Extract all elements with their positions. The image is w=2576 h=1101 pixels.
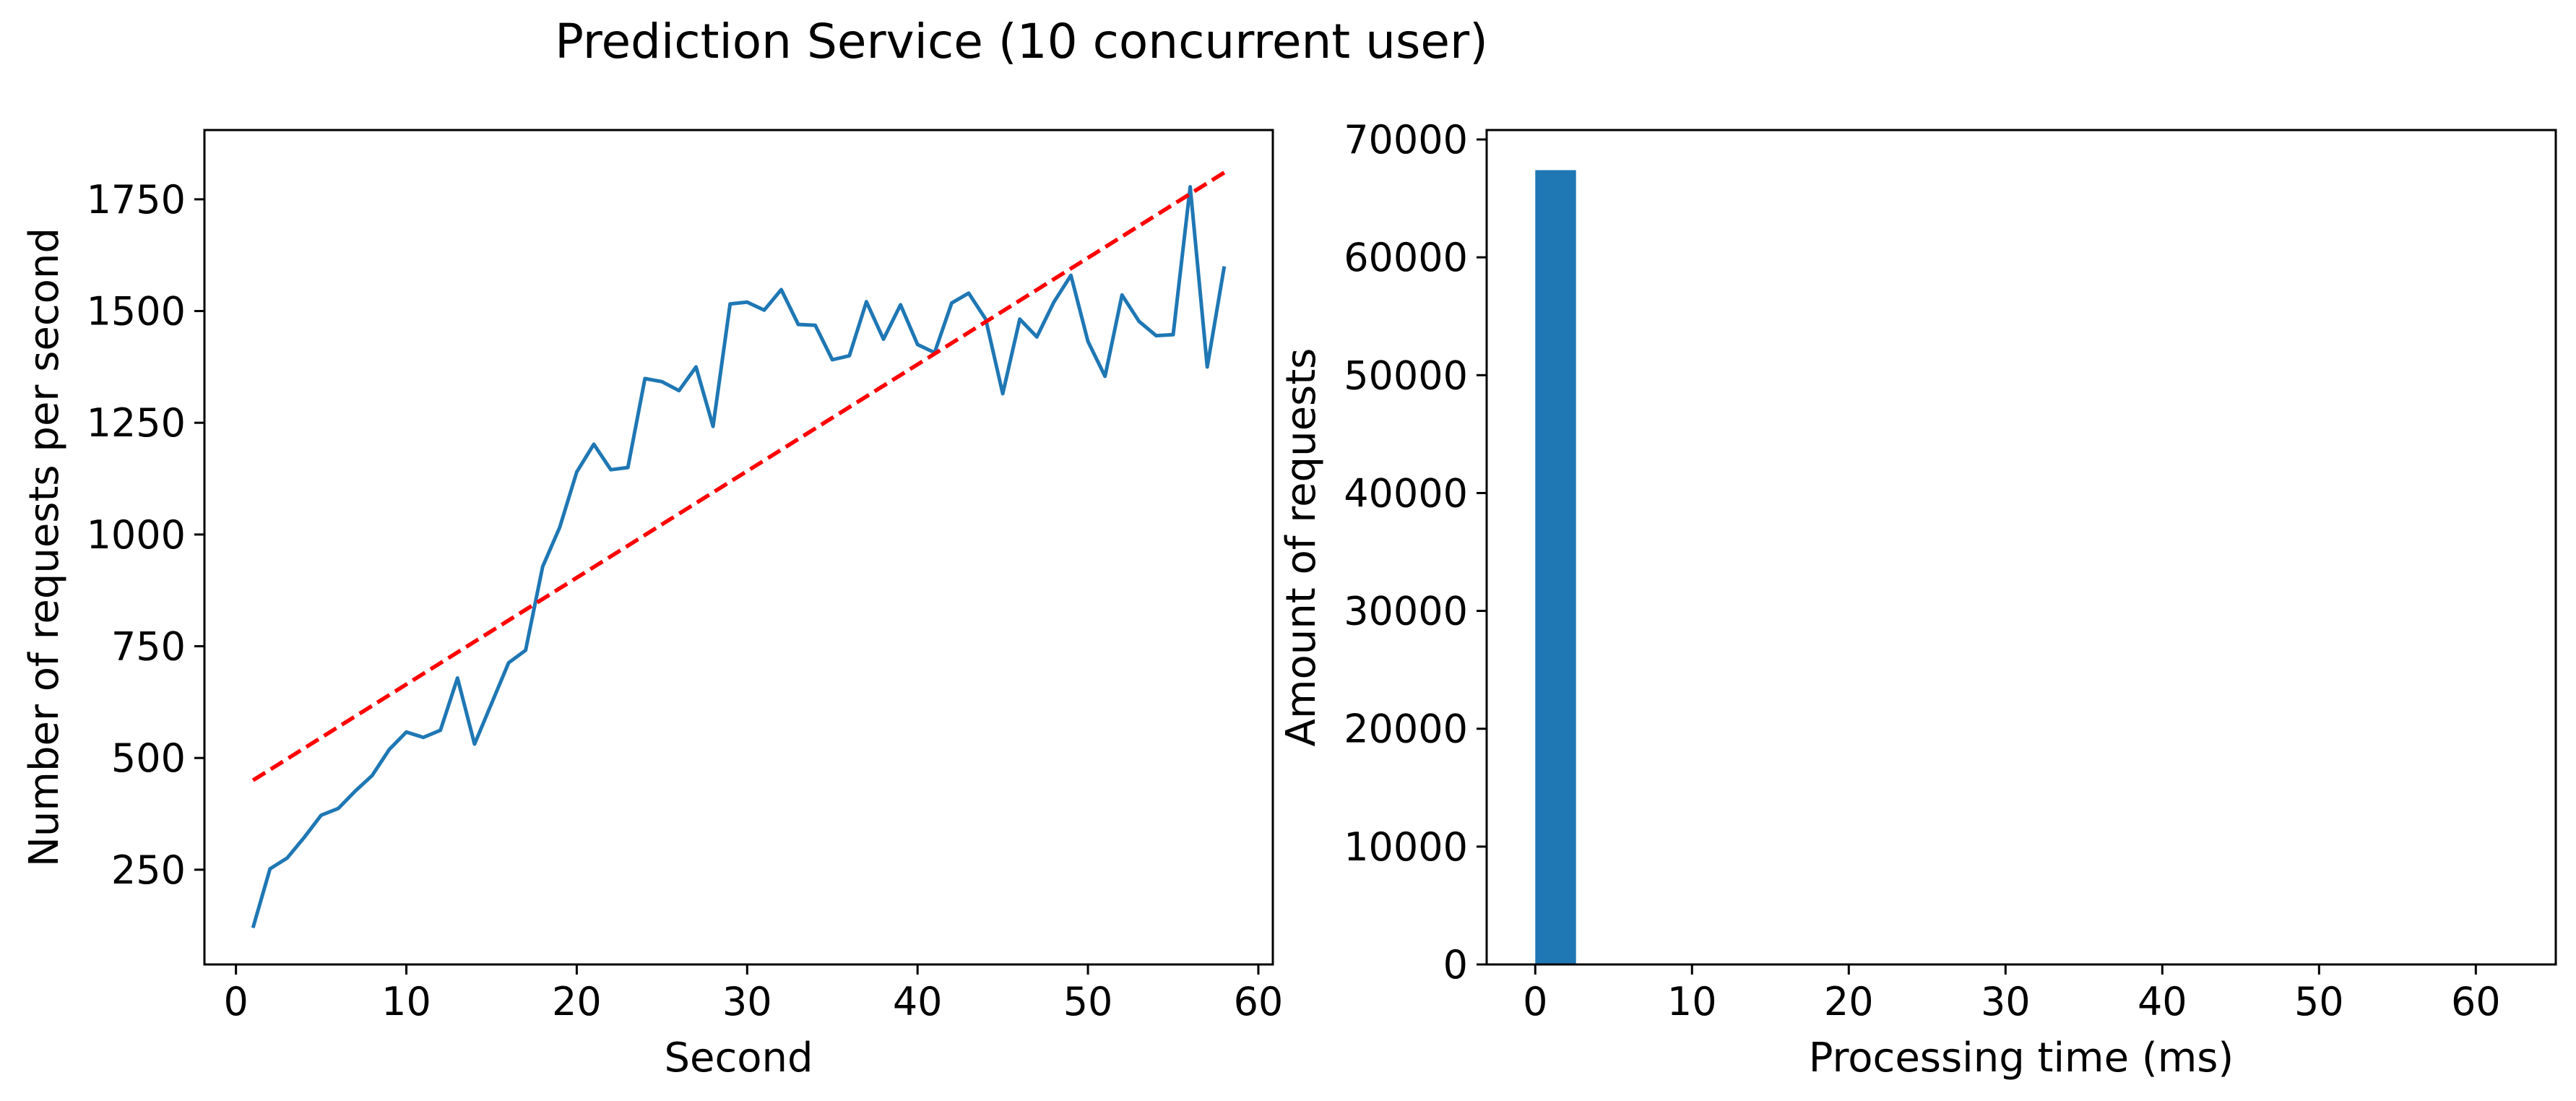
line-point — [643, 376, 647, 380]
x-tick-label: 50 — [1063, 979, 1113, 1024]
line-point — [387, 748, 391, 751]
line-point — [285, 856, 289, 860]
axes-frame — [1485, 129, 2557, 966]
y-tick-label: 20000 — [1344, 707, 1468, 752]
line-point — [1206, 365, 1209, 368]
line-point — [881, 337, 885, 341]
requests-line — [251, 185, 1227, 928]
y-tick-label: 1250 — [87, 400, 186, 446]
line-point — [694, 365, 698, 368]
line-point — [405, 730, 408, 734]
x-tick-label: 60 — [1234, 979, 1284, 1024]
line-point — [337, 807, 340, 811]
y-axis-label: Number of requests per second — [21, 228, 68, 867]
line-point — [762, 308, 766, 312]
x-tick-label: 20 — [1824, 979, 1874, 1024]
y-tick-label: 0 — [1443, 942, 1468, 988]
line-point — [728, 302, 732, 306]
y-tick-label: 70000 — [1344, 117, 1468, 163]
line-point — [507, 661, 511, 665]
x-tick-label: 40 — [2138, 979, 2187, 1024]
y-tick-label: 40000 — [1344, 470, 1468, 516]
line-point — [251, 926, 255, 930]
line-point — [371, 774, 374, 777]
x-tick-label: 0 — [1523, 979, 1547, 1024]
processing-time-histogram-panel: 0 10 20 30 40 50 60 0 10000 20000 30000 40000 50000 6… — [1278, 117, 2557, 1081]
x-tick-label: 0 — [223, 979, 248, 1024]
y-tick-label: 10000 — [1344, 824, 1468, 870]
line-point — [1069, 274, 1073, 277]
line-point — [575, 470, 579, 474]
line-point — [779, 288, 783, 291]
x-tick-label: 30 — [722, 979, 772, 1024]
line-point — [456, 676, 459, 680]
line-point — [1154, 334, 1158, 337]
line-point — [438, 728, 442, 732]
x-axis-label: Second — [664, 1035, 813, 1081]
line-point — [1018, 317, 1021, 321]
line-point — [712, 425, 715, 428]
y-tick-label: 30000 — [1344, 589, 1468, 634]
x-axis-label: Processing time (ms) — [1809, 1035, 2234, 1081]
x-tick-label: 50 — [2294, 979, 2344, 1024]
line-point — [592, 442, 595, 446]
line-point — [1188, 185, 1192, 189]
line-point — [916, 342, 920, 346]
axes-frame — [203, 129, 1274, 966]
line-point — [797, 323, 800, 327]
line-point — [422, 735, 425, 739]
line-point — [677, 389, 680, 392]
trend-line — [251, 170, 1226, 782]
x-tick-label: 20 — [552, 979, 602, 1024]
y-tick-label: 250 — [111, 847, 186, 893]
line-point — [319, 813, 323, 817]
y-tick-label: 50000 — [1344, 353, 1468, 398]
y-tick-label: 1000 — [87, 512, 186, 558]
line-point — [524, 649, 527, 652]
line-point — [472, 742, 476, 746]
line-point — [1035, 335, 1039, 339]
line-point — [1103, 374, 1107, 378]
line-point — [268, 867, 272, 871]
x-tick-label: 60 — [2451, 979, 2501, 1024]
y-tick-label: 60000 — [1344, 235, 1468, 280]
x-tick-label: 40 — [893, 979, 943, 1024]
y-axis-label: Amount of requests — [1278, 348, 1325, 747]
line-point — [847, 354, 851, 358]
line-point — [745, 301, 749, 304]
requests-per-second-panel: 0 10 20 30 40 50 60 250 500 750 1000 1250 1500 1750 Se… — [21, 129, 1284, 1081]
line-point — [831, 358, 834, 361]
line-point — [609, 468, 613, 472]
line-point — [865, 300, 868, 303]
histogram-bar — [1535, 170, 1576, 964]
line-point — [302, 836, 306, 839]
line-point — [541, 565, 545, 569]
line-point — [660, 380, 664, 384]
figure-title: Prediction Service (10 concurrent user) — [555, 14, 1488, 69]
line-point — [1222, 264, 1226, 268]
line-point — [1052, 301, 1055, 304]
x-tick-label: 10 — [1667, 979, 1717, 1024]
x-tick-label: 30 — [1981, 979, 2031, 1024]
line-point — [967, 291, 970, 295]
line-point — [353, 789, 357, 793]
line-point — [1171, 333, 1175, 337]
y-tick-label: 1500 — [87, 289, 186, 334]
x-tick-label: 10 — [381, 979, 431, 1024]
line-point — [1086, 340, 1090, 343]
line-point — [626, 466, 630, 470]
line-point — [1001, 392, 1005, 395]
line-point — [813, 324, 817, 327]
line-point — [899, 303, 902, 306]
line-point — [1137, 319, 1141, 323]
y-tick-label: 750 — [111, 624, 186, 670]
y-tick-label: 1750 — [87, 177, 186, 223]
line-point — [558, 525, 561, 529]
line-point — [1120, 293, 1124, 297]
line-point — [490, 701, 493, 705]
line-point — [950, 301, 954, 305]
y-tick-label: 500 — [111, 735, 186, 781]
